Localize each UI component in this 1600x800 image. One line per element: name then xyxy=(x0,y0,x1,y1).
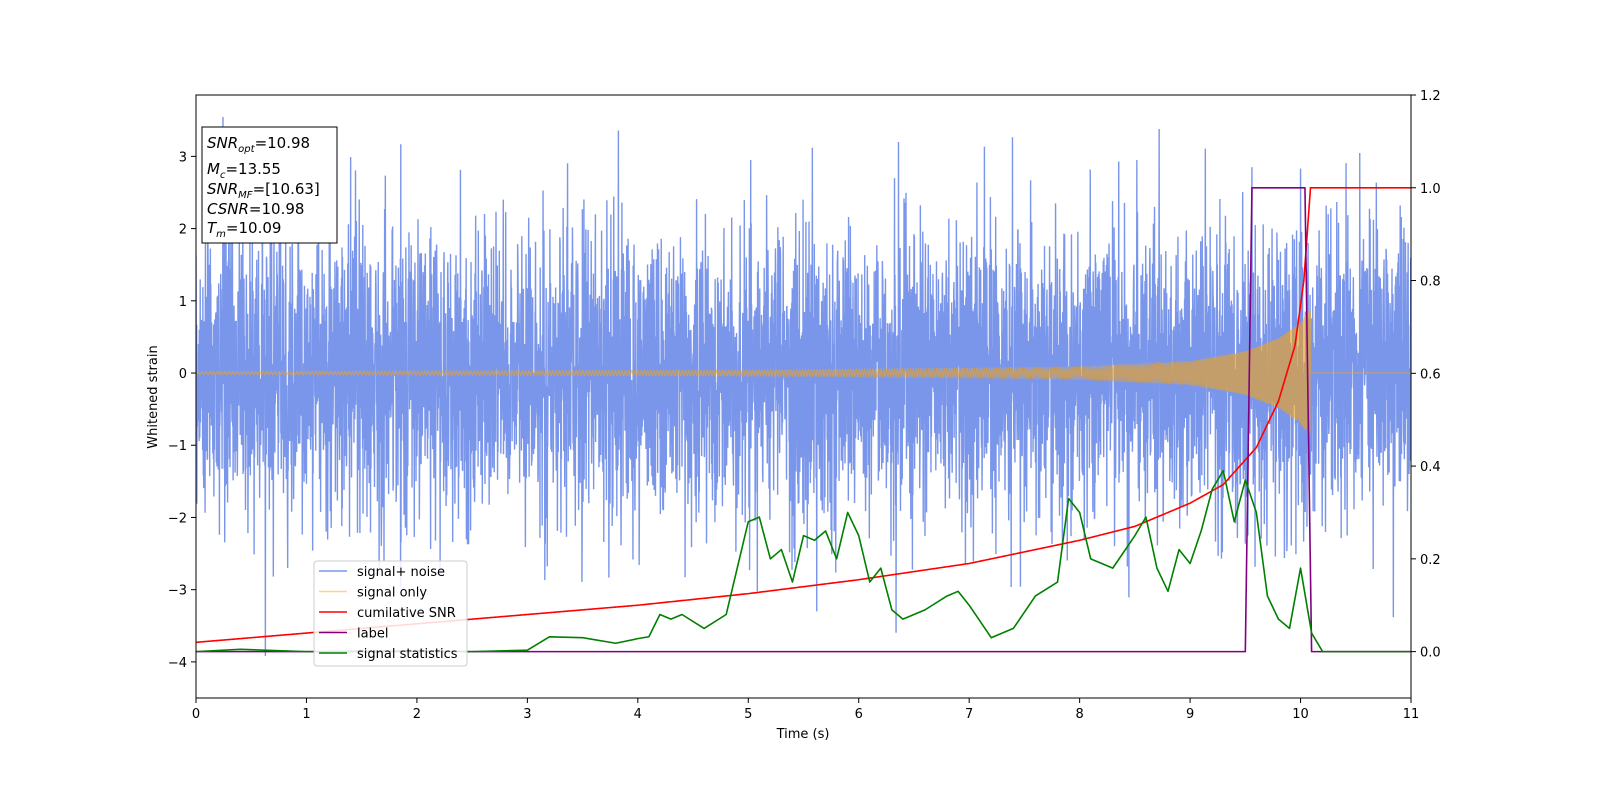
stats-box: SNRopt=10.98 Mc=13.55 SNRMF=[10.63] CSNR… xyxy=(201,126,338,244)
x-tick-label: 3 xyxy=(523,707,531,722)
x-tick-label: 1 xyxy=(302,707,310,722)
legend-label-signal-only: signal only xyxy=(357,586,427,601)
stats-snr-opt: SNRopt=10.98 xyxy=(207,134,310,155)
y-axis-right: 0.0 0.2 0.4 0.6 0.8 1.0 1.2 xyxy=(1411,89,1441,661)
y-right-tick-label: 0.6 xyxy=(1420,367,1441,382)
legend-label-signal-noise: signal+ noise xyxy=(357,565,445,580)
stats-mc: Mc=13.55 xyxy=(207,160,281,181)
y-left-tick-label: −2 xyxy=(168,511,187,526)
y-left-tick-label: 1 xyxy=(179,295,187,310)
y-left-tick-label: 0 xyxy=(179,367,187,382)
x-tick-label: 4 xyxy=(634,707,642,722)
y-left-tick-label: −4 xyxy=(168,656,187,671)
x-tick-label: 11 xyxy=(1403,707,1420,722)
series-signal-only-line xyxy=(196,310,1411,436)
y-right-tick-label: 1.0 xyxy=(1420,182,1441,197)
y-left-tick-label: 2 xyxy=(179,223,187,238)
stats-csnr: CSNR=10.98 xyxy=(207,200,304,218)
x-tick-label: 6 xyxy=(855,707,863,722)
y-right-tick-label: 0.4 xyxy=(1420,460,1441,475)
series-layer xyxy=(196,116,1411,656)
y-left-tick-label: −3 xyxy=(168,584,187,599)
y-right-tick-label: 0.0 xyxy=(1420,646,1441,661)
x-tick-label: 5 xyxy=(744,707,752,722)
y-right-tick-label: 0.8 xyxy=(1420,275,1441,290)
y-right-tick-label: 0.2 xyxy=(1420,553,1441,568)
x-tick-label: 0 xyxy=(192,707,200,722)
legend-label-cumulative-snr: cumilative SNR xyxy=(357,606,456,621)
x-axis-label: Time (s) xyxy=(776,727,830,742)
x-tick-label: 8 xyxy=(1075,707,1083,722)
stats-tm: Tm=10.09 xyxy=(207,219,281,240)
plot-frame xyxy=(195,94,1412,699)
x-tick-label: 9 xyxy=(1186,707,1194,722)
legend-frame xyxy=(313,560,468,667)
x-tick-label: 2 xyxy=(413,707,421,722)
y-right-tick-label: 1.2 xyxy=(1420,89,1441,104)
x-tick-label: 10 xyxy=(1292,707,1309,722)
y-axis-label: Whitened strain xyxy=(146,345,161,448)
legend: signal+ noise signal only cumilative SNR… xyxy=(313,560,468,667)
legend-label-signal-statistics: signal statistics xyxy=(357,647,458,662)
y-left-tick-label: −1 xyxy=(168,439,187,454)
x-tick-label: 7 xyxy=(965,707,973,722)
stats-snr-mf: SNRMF=[10.63] xyxy=(207,180,320,201)
y-left-tick-label: 3 xyxy=(179,150,187,165)
legend-label-label: label xyxy=(357,627,388,642)
x-axis: 0 1 2 3 4 5 6 7 8 9 10 11 xyxy=(192,698,1419,722)
series-signal-statistics-line xyxy=(196,469,1411,653)
stats-box-frame xyxy=(201,126,338,244)
y-axis-left: −4 −3 −2 −1 0 1 2 3 xyxy=(168,150,196,671)
